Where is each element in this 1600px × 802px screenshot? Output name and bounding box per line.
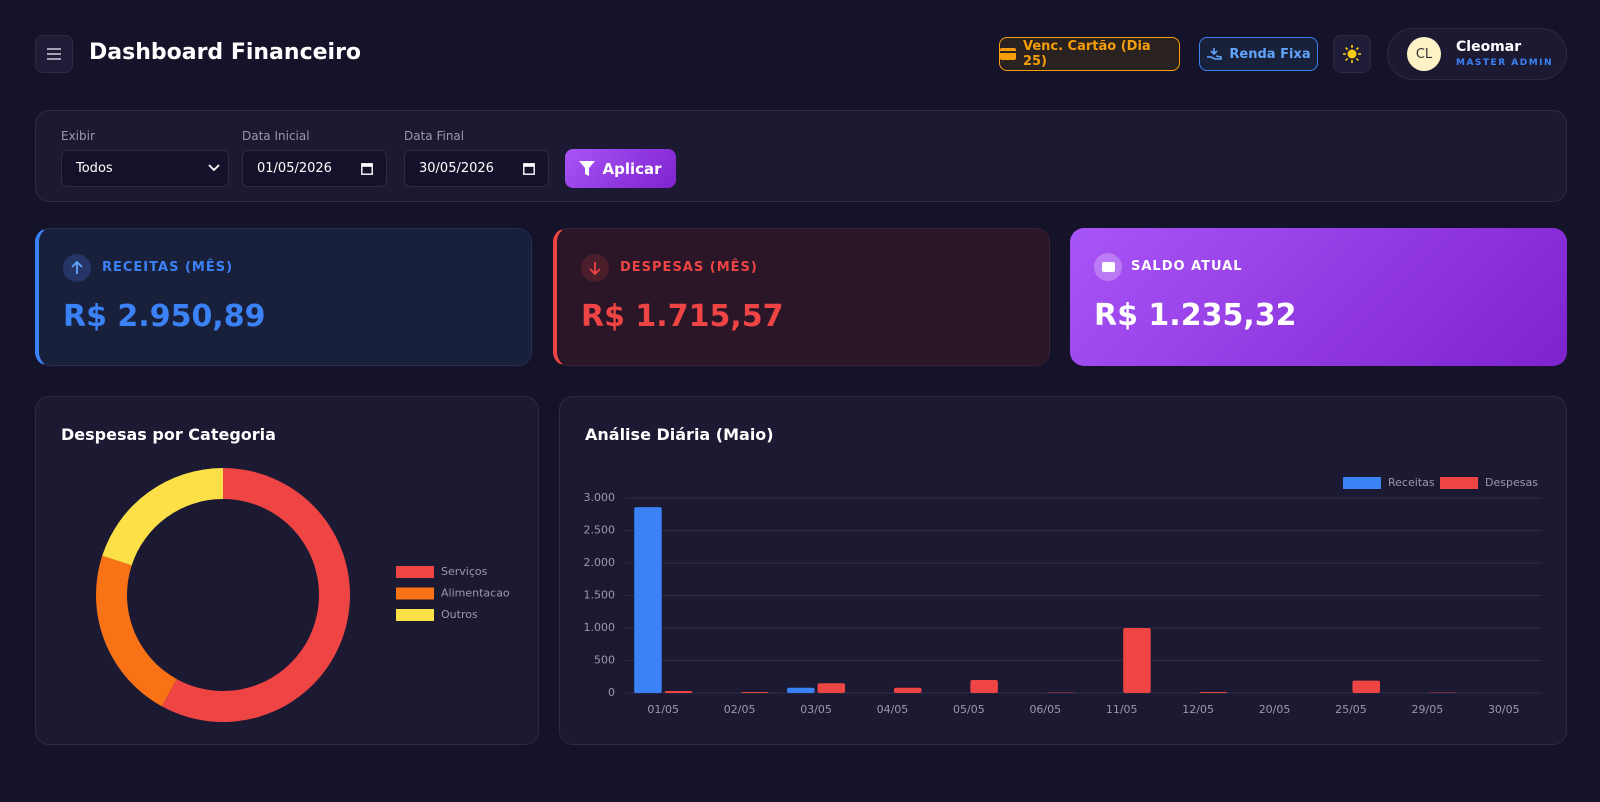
bar (741, 692, 769, 693)
legend-label: Serviços (441, 565, 488, 578)
chart-title: Análise Diária (Maio) (585, 425, 774, 444)
theme-button[interactable] (1333, 35, 1371, 73)
date-value: 01/05/2026 (257, 161, 332, 176)
down-icon (581, 254, 609, 282)
card-value: R$ 1.235,32 (1094, 298, 1297, 333)
sun-icon (1343, 45, 1361, 63)
bar (970, 680, 998, 693)
user-chip[interactable]: CL Cleomar MASTER ADMIN (1387, 28, 1567, 80)
chart-title: Despesas por Categoria (61, 425, 276, 444)
x-tick-label: 11/05 (1106, 703, 1138, 716)
bar-panel: Análise Diária (Maio) 0 500 1.000 1.500 2.00… (559, 396, 1567, 745)
filter-icon (579, 161, 596, 176)
pie-panel: Despesas por Categoria Serviços Alimentac… (35, 396, 539, 745)
legend-swatch (1343, 477, 1381, 489)
y-tick-label: 500 (594, 654, 615, 667)
filter-label: Data Inicial (242, 129, 310, 143)
legend-label: Outros (441, 608, 478, 621)
y-tick-label: 1.500 (584, 589, 616, 602)
bar (634, 507, 662, 693)
y-tick-label: 1.000 (584, 621, 616, 634)
pie-slice (161, 468, 350, 722)
end-date-input[interactable]: 30/05/2026 (404, 150, 549, 187)
x-tick-label: 20/05 (1259, 703, 1291, 716)
card-label: SALDO ATUAL (1131, 259, 1243, 274)
menu-button[interactable] (35, 35, 73, 73)
legend-swatch (1440, 477, 1478, 489)
x-tick-label: 06/05 (1029, 703, 1061, 716)
filter-label: Exibir (61, 129, 95, 143)
x-tick-label: 01/05 (647, 703, 679, 716)
fixed-income-button[interactable]: Renda Fixa (1199, 37, 1318, 71)
calendar-icon (361, 163, 373, 175)
bar (817, 683, 846, 693)
y-tick-label: 2.500 (584, 524, 616, 537)
hand-icon (1207, 48, 1223, 60)
button-label: Venc. Cartão (Dia 25) (1022, 39, 1151, 69)
bar (787, 687, 815, 693)
y-tick-label: 2.000 (584, 556, 616, 569)
bar (664, 691, 693, 693)
button-label: Aplicar (602, 159, 662, 178)
x-tick-label: 05/05 (953, 703, 985, 716)
apply-button[interactable]: Aplicar (565, 149, 676, 188)
card-label: RECEITAS (MÊS) (102, 260, 234, 275)
pie-slice (102, 468, 223, 566)
expense-card: DESPESAS (MÊS) R$ 1.715,57 (553, 228, 1050, 366)
balance-card: SALDO ATUAL R$ 1.235,32 (1070, 228, 1567, 366)
x-tick-label: 29/05 (1412, 703, 1444, 716)
chevron (208, 164, 220, 172)
card-value: R$ 1.715,57 (581, 299, 784, 334)
bar (1352, 680, 1380, 693)
user-role: MASTER ADMIN (1456, 58, 1554, 68)
x-tick-label: 03/05 (800, 703, 832, 716)
card-due-button[interactable]: Venc. Cartão (Dia 25) (999, 37, 1180, 71)
start-date-input[interactable]: 01/05/2026 (242, 150, 387, 187)
x-tick-label: 02/05 (724, 703, 756, 716)
filter-panel: Exibir Todos Data Inicial 01/05/2026 Dat… (35, 110, 1567, 202)
pie-chart: Serviços Alimentacao Outros (95, 468, 510, 722)
x-tick-label: 30/05 (1488, 703, 1520, 716)
y-tick-label: 0 (608, 686, 615, 699)
legend-swatch (396, 587, 434, 600)
button-label: Renda Fixa (1229, 46, 1311, 62)
bar (1123, 628, 1151, 693)
legend-swatch (396, 609, 434, 621)
user-name: Cleomar (1456, 39, 1522, 55)
bar (893, 687, 922, 693)
filter-label: Data Final (404, 129, 465, 143)
menu-icon (47, 48, 61, 60)
date-value: 30/05/2026 (419, 161, 494, 176)
legend-swatch (396, 566, 434, 578)
bar (1199, 692, 1228, 693)
x-tick-label: 04/05 (877, 703, 909, 716)
card-icon (1000, 48, 1016, 60)
pie-slice (95, 555, 177, 707)
calendar-icon (523, 163, 535, 175)
select-value: Todos (76, 161, 113, 176)
show-select[interactable]: Todos (61, 150, 229, 187)
income-card: RECEITAS (MÊS) R$ 2.950,89 (35, 228, 532, 366)
bar-chart: 0 500 1.000 1.500 2.000 2.500 3.000 Receitas Des… (584, 476, 1542, 716)
x-tick-label: 25/05 (1335, 703, 1367, 716)
page-title: Dashboard Financeiro (89, 40, 362, 65)
y-tick-label: 3.000 (584, 491, 616, 504)
card-label: DESPESAS (MÊS) (620, 260, 758, 275)
legend-label: Despesas (1485, 476, 1538, 489)
up-icon (63, 254, 91, 282)
card-value: R$ 2.950,89 (63, 299, 266, 334)
wallet-icon (1094, 253, 1122, 281)
legend-label: Receitas (1388, 476, 1435, 489)
x-tick-label: 12/05 (1182, 703, 1214, 716)
avatar: CL (1407, 37, 1441, 71)
legend-label: Alimentacao (441, 587, 510, 600)
